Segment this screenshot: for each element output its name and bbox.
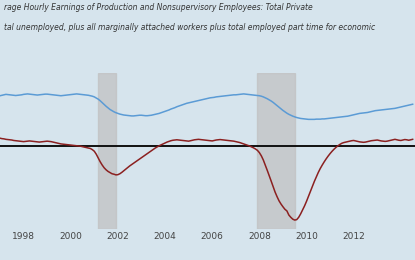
Bar — [257, 73, 295, 229]
Bar — [98, 73, 116, 229]
Text: tal unemployed, plus all marginally attached workers plus total employed part ti: tal unemployed, plus all marginally atta… — [4, 23, 376, 32]
Text: rage Hourly Earnings of Production and Nonsupervisory Employees: Total Private: rage Hourly Earnings of Production and N… — [4, 3, 313, 12]
